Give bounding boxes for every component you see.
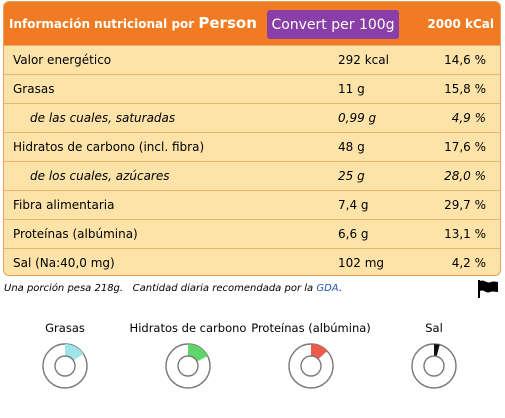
nutrient-percent: 4,9 % — [451, 111, 486, 125]
nutrient-label: Fibra alimentaria — [13, 198, 115, 212]
nutrient-amount: 48 g — [338, 140, 365, 154]
gauge-label: Sal — [425, 321, 443, 335]
nutrient-label: de las cuales, saturadas — [30, 111, 176, 125]
nutrient-percent: 28,0 % — [444, 169, 486, 183]
nutrient-label: Valor energético — [13, 53, 112, 67]
gauge-donut — [288, 343, 334, 389]
nutrient-label: Sal (Na:40,0 mg) — [13, 256, 115, 270]
nutrition-table: Información nutricional por Person Conve… — [3, 1, 501, 276]
gauge-fill — [434, 344, 440, 357]
gauge-hidratos: Hidratos de carbono — [128, 318, 248, 414]
gauge-label: Hidratos de carbono — [129, 321, 247, 335]
nutrient-amount: 6,6 g — [338, 227, 369, 241]
table-row: Proteínas (albúmina) 6,6 g 13,1 % — [4, 219, 500, 249]
footnote: Una porción pesa 218g. Cantidad diaria r… — [4, 283, 342, 294]
table-row: Grasas 11 g 15,8 % — [4, 74, 500, 104]
nutrient-percent: 13,1 % — [444, 227, 486, 241]
gauge-sal: Sal — [374, 318, 494, 414]
header-title: Información nutricional por Person — [9, 14, 257, 32]
nutrient-amount: 11 g — [338, 82, 365, 96]
kcal-reference: 2000 kCal — [427, 17, 494, 31]
header-title-unit: Person — [198, 14, 257, 32]
nutrient-amount: 7,4 g — [338, 198, 369, 212]
header-title-text: Información nutricional por — [9, 17, 195, 31]
table-row: de las cuales, saturadas 0,99 g 4,9 % — [4, 103, 500, 133]
nutrient-amount: 102 mg — [338, 256, 385, 270]
nutrient-percent: 29,7 % — [444, 198, 486, 212]
table-row: Valor energético 292 kcal 14,6 % — [4, 45, 500, 75]
nutrient-amount: 0,99 g — [338, 111, 377, 125]
portion-note: Una porción pesa 218g. — [4, 283, 124, 294]
table-row: Fibra alimentaria 7,4 g 29,7 % — [4, 190, 500, 220]
nutrient-amount: 292 kcal — [338, 53, 389, 67]
table-header: Información nutricional por Person Conve… — [4, 2, 500, 45]
nutrient-label: Grasas — [13, 82, 55, 96]
gauge-label: Grasas — [45, 321, 85, 335]
nutrient-amount: 25 g — [338, 169, 365, 183]
nutrient-label: de los cuales, azúcares — [30, 169, 170, 183]
gauge-fill — [311, 344, 328, 360]
gauge-donut — [42, 343, 88, 389]
convert-per-100g-button[interactable]: Convert per 100g — [267, 10, 399, 39]
nutrient-label: Hidratos de carbono (incl. fibra) — [13, 140, 205, 154]
gda-note: Cantidad diaria recomendada por la — [132, 283, 314, 294]
nutrient-label: Proteínas (albúmina) — [13, 227, 138, 241]
footnote-end: . — [338, 283, 343, 294]
gauge-grasas: Grasas — [5, 318, 125, 414]
table-row: Sal (Na:40,0 mg) 102 mg 4,2 % — [4, 248, 500, 275]
black-flag-icon[interactable] — [476, 279, 500, 299]
gauge-donut — [411, 343, 457, 389]
table-row: de los cuales, azúcares 25 g 28,0 % — [4, 161, 500, 191]
table-row: Hidratos de carbono (incl. fibra) 48 g 1… — [4, 132, 500, 162]
nutrient-percent: 14,6 % — [444, 53, 486, 67]
gauge-proteinas: Proteínas (albúmina) — [251, 318, 371, 414]
gda-link[interactable]: GDA — [316, 283, 339, 294]
nutrient-percent: 17,6 % — [444, 140, 486, 154]
gauge-donut — [165, 343, 211, 389]
nutrient-percent: 4,2 % — [451, 256, 486, 270]
gauge-label: Proteínas (albúmina) — [251, 321, 371, 335]
nutrient-percent: 15,8 % — [444, 82, 486, 96]
